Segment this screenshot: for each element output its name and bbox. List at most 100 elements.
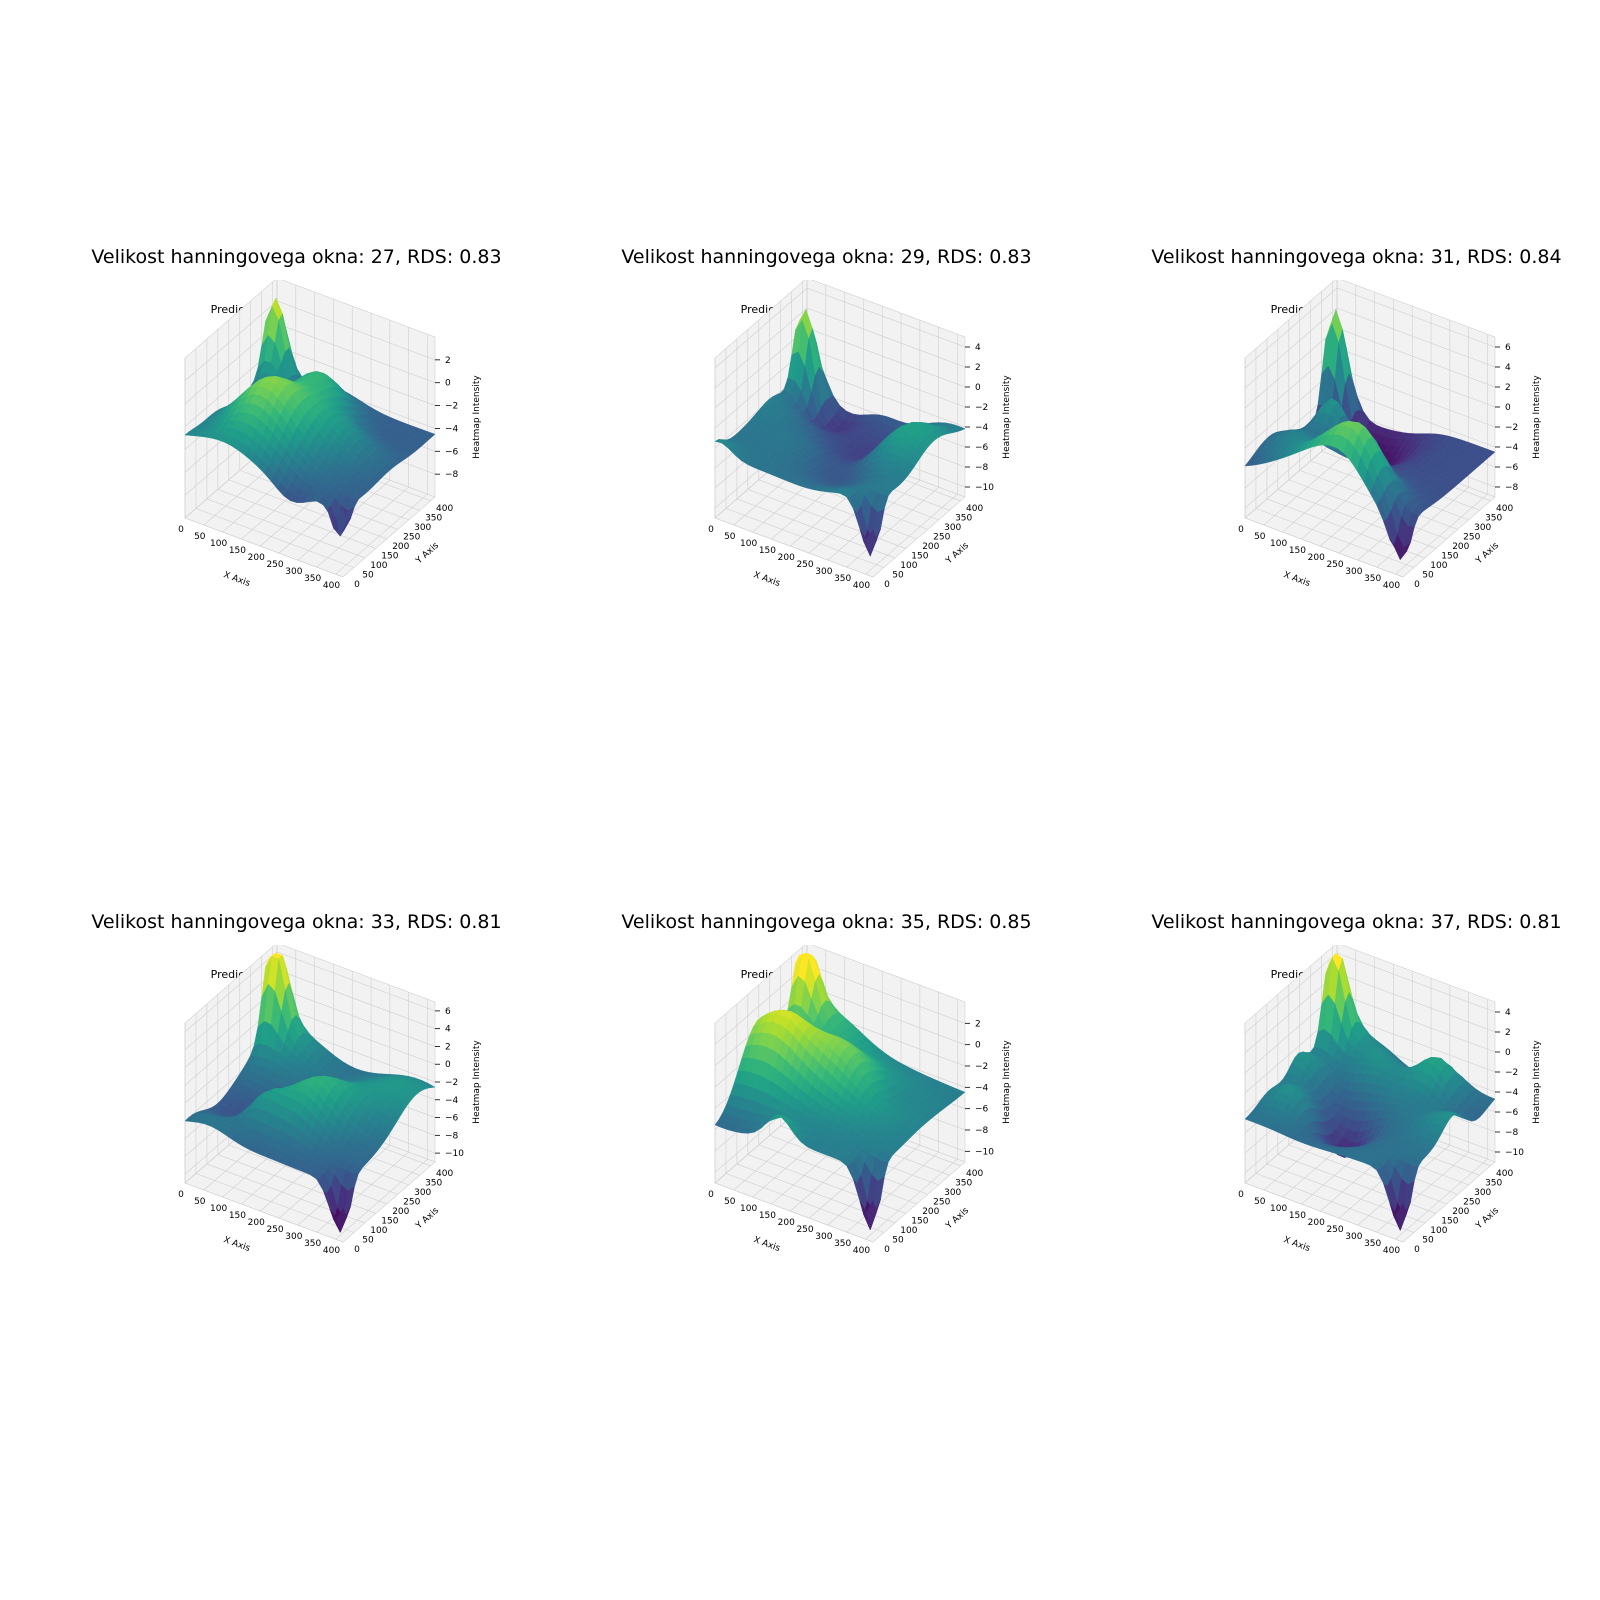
y-tick-label: 0 — [884, 1245, 890, 1255]
x-tick-label: 400 — [853, 581, 870, 591]
y-tick-label: 150 — [911, 551, 928, 561]
z-tick-label: 0 — [445, 1060, 451, 1070]
x-tick-label: 200 — [248, 553, 265, 563]
z-tick-label: −4 — [1505, 1088, 1519, 1098]
y-tick-label: 300 — [414, 1188, 431, 1198]
z-axis-label: Heatmap Intensity — [1002, 375, 1012, 459]
x-tick-label: 400 — [323, 581, 340, 591]
z-tick-label: 4 — [445, 1025, 451, 1035]
z-tick-label: 0 — [445, 379, 451, 389]
z-axis-label: Heatmap Intensity — [472, 1040, 482, 1124]
panel-title: Velikost hanningovega okna: 27, RDS: 0.8… — [91, 246, 502, 268]
y-tick-label: 0 — [354, 1245, 360, 1255]
panel-title: Velikost hanningovega okna: 35, RDS: 0.8… — [621, 911, 1032, 933]
x-tick-label: 150 — [759, 1211, 776, 1221]
y-tick-label: 400 — [1496, 504, 1513, 514]
y-tick-label: 300 — [414, 523, 431, 533]
x-axis-label: X Axis — [222, 570, 252, 589]
z-tick-label: −2 — [445, 402, 458, 412]
x-tick-label: 200 — [778, 1218, 795, 1228]
chart-panel-4: Velikost hanningovega okna: 33, RDS: 0.8… — [30, 905, 563, 1385]
x-tick-label: 350 — [1364, 574, 1381, 584]
z-axis-label: Heatmap Intensity — [472, 375, 482, 459]
z-tick-label: −2 — [975, 403, 988, 413]
x-axis-label: X Axis — [752, 1235, 782, 1254]
surface-cell — [336, 508, 348, 537]
z-tick-label: −6 — [1505, 463, 1519, 473]
y-axis-label: Y Axis — [1474, 541, 1502, 567]
z-tick-label: −6 — [1505, 1108, 1519, 1118]
x-axis-label: X Axis — [752, 570, 782, 589]
x-axis-label: X Axis — [222, 1235, 252, 1254]
y-tick-label: 350 — [425, 1178, 442, 1188]
z-tick-label: −10 — [975, 483, 994, 493]
x-tick-label: 150 — [229, 546, 246, 556]
z-tick-label: −4 — [445, 1096, 459, 1106]
z-tick-label: −6 — [975, 443, 989, 453]
x-tick-label: 350 — [834, 1239, 851, 1249]
x-tick-label: 300 — [285, 1232, 302, 1242]
x-tick-label: 250 — [266, 560, 283, 570]
y-tick-label: 350 — [1485, 1178, 1502, 1188]
x-tick-label: 250 — [266, 1225, 283, 1235]
chart-panel-5: Velikost hanningovega okna: 35, RDS: 0.8… — [560, 905, 1093, 1385]
chart-panel-6: Velikost hanningovega okna: 37, RDS: 0.8… — [1090, 905, 1600, 1385]
z-tick-label: −8 — [1505, 1128, 1519, 1138]
z-tick-label: −2 — [1505, 423, 1518, 433]
y-tick-label: 250 — [1463, 532, 1480, 542]
x-tick-label: 0 — [1238, 1190, 1244, 1200]
x-tick-label: 300 — [1345, 1232, 1362, 1242]
z-tick-label: −8 — [445, 470, 459, 480]
z-tick-label: −2 — [1505, 1068, 1518, 1078]
y-tick-label: 200 — [1452, 542, 1469, 552]
z-tick-label: 2 — [975, 1019, 981, 1029]
x-tick-label: 100 — [740, 1204, 757, 1214]
z-tick-label: −10 — [1505, 1148, 1524, 1158]
y-tick-label: 100 — [370, 1226, 387, 1236]
z-axis-label: Heatmap Intensity — [1002, 1040, 1012, 1124]
z-tick-label: −6 — [445, 1114, 459, 1124]
x-tick-label: 300 — [815, 1232, 832, 1242]
z-tick-label: −4 — [975, 423, 989, 433]
x-tick-label: 0 — [178, 525, 184, 535]
x-tick-label: 200 — [1308, 1218, 1325, 1228]
x-tick-label: 0 — [708, 525, 714, 535]
y-axis-label: Y Axis — [944, 1206, 972, 1232]
x-tick-label: 400 — [1383, 1246, 1400, 1256]
y-tick-label: 150 — [1441, 551, 1458, 561]
x-tick-label: 50 — [194, 1197, 206, 1207]
z-tick-label: −6 — [975, 1105, 989, 1115]
x-tick-label: 50 — [724, 1197, 736, 1207]
x-tick-label: 0 — [708, 1190, 714, 1200]
y-tick-label: 400 — [966, 1169, 983, 1179]
y-tick-label: 400 — [436, 504, 453, 514]
y-tick-label: 100 — [370, 561, 387, 571]
x-tick-label: 300 — [285, 567, 302, 577]
y-tick-label: 100 — [900, 1226, 917, 1236]
y-tick-label: 50 — [362, 570, 374, 580]
x-tick-label: 150 — [229, 1211, 246, 1221]
y-tick-label: 200 — [1452, 1207, 1469, 1217]
y-tick-label: 200 — [392, 1207, 409, 1217]
y-tick-label: 50 — [892, 570, 904, 580]
surface — [1244, 309, 1496, 561]
x-tick-label: 0 — [1238, 525, 1244, 535]
y-tick-label: 300 — [944, 523, 961, 533]
surface-cell — [336, 1208, 348, 1234]
y-tick-label: 250 — [403, 1197, 420, 1207]
y-tick-label: 250 — [933, 1197, 950, 1207]
z-tick-label: −8 — [1505, 483, 1519, 493]
y-tick-label: 0 — [1414, 1245, 1420, 1255]
y-tick-label: 100 — [900, 561, 917, 571]
z-tick-label: 6 — [1505, 343, 1511, 353]
surface-plot: Predicted Heatmap 3D05010015020025030035… — [1238, 945, 1542, 1256]
x-tick-label: 300 — [1345, 567, 1362, 577]
x-tick-label: 50 — [1254, 532, 1266, 542]
chart-panel-3: Velikost hanningovega okna: 31, RDS: 0.8… — [1090, 240, 1600, 720]
x-tick-label: 200 — [1308, 553, 1325, 563]
z-tick-label: 4 — [1505, 363, 1511, 373]
y-tick-label: 0 — [884, 580, 890, 590]
y-tick-label: 200 — [922, 542, 939, 552]
chart-panel-2: Velikost hanningovega okna: 29, RDS: 0.8… — [560, 240, 1093, 720]
panel-title: Velikost hanningovega okna: 33, RDS: 0.8… — [91, 911, 502, 933]
